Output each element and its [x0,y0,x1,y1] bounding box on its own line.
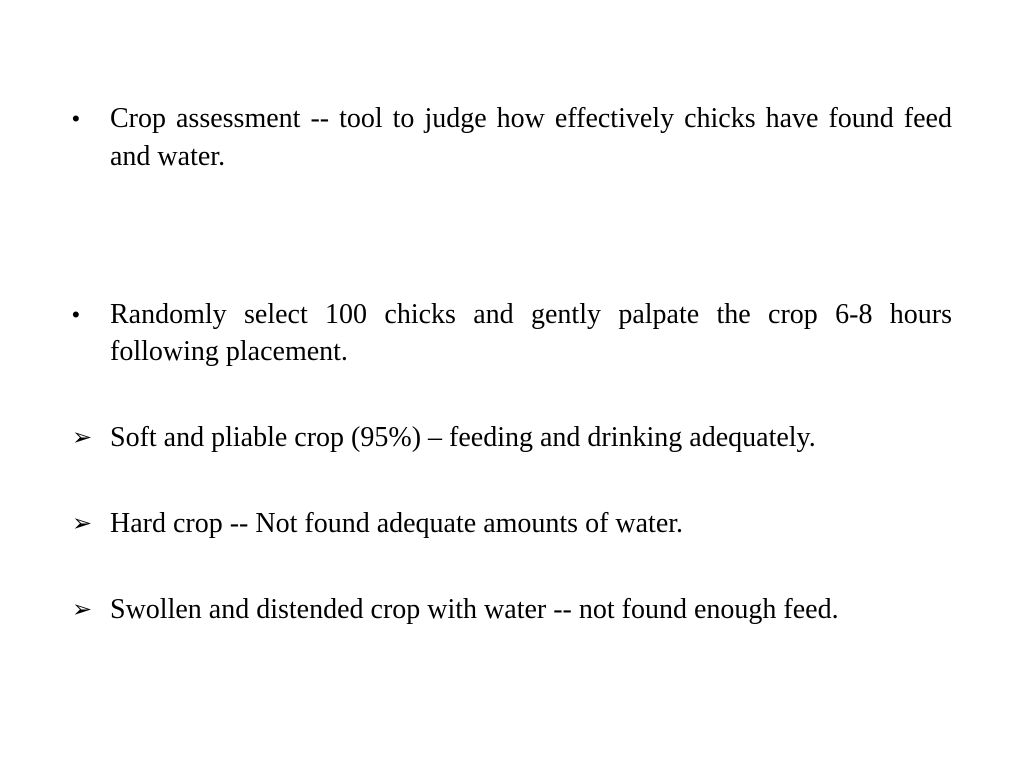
list-item-text: Hard crop -- Not found adequate amounts … [110,505,952,543]
list-item: ➢ Soft and pliable crop (95%) – feeding … [72,419,952,457]
spacer [72,543,952,591]
bullet-arrow-icon: ➢ [72,505,110,543]
list-item-text: Soft and pliable crop (95%) – feeding an… [110,419,952,457]
bullet-arrow-icon: ➢ [72,419,110,457]
spacer [72,371,952,419]
list-item: • Crop assessment -- tool to judge how e… [72,100,952,176]
list-item: • Randomly select 100 chicks and gently … [72,296,952,372]
bullet-arrow-icon: ➢ [72,591,110,629]
list-item: ➢ Swollen and distended crop with water … [72,591,952,629]
bullet-dot-icon: • [72,296,110,334]
list-item-text: Randomly select 100 chicks and gently pa… [110,296,952,372]
list-item-text: Swollen and distended crop with water --… [110,591,952,629]
bullet-dot-icon: • [72,100,110,138]
slide: • Crop assessment -- tool to judge how e… [0,0,1024,768]
spacer [72,176,952,296]
list-item-text: Crop assessment -- tool to judge how eff… [110,100,952,176]
spacer [72,457,952,505]
list-item: ➢ Hard crop -- Not found adequate amount… [72,505,952,543]
